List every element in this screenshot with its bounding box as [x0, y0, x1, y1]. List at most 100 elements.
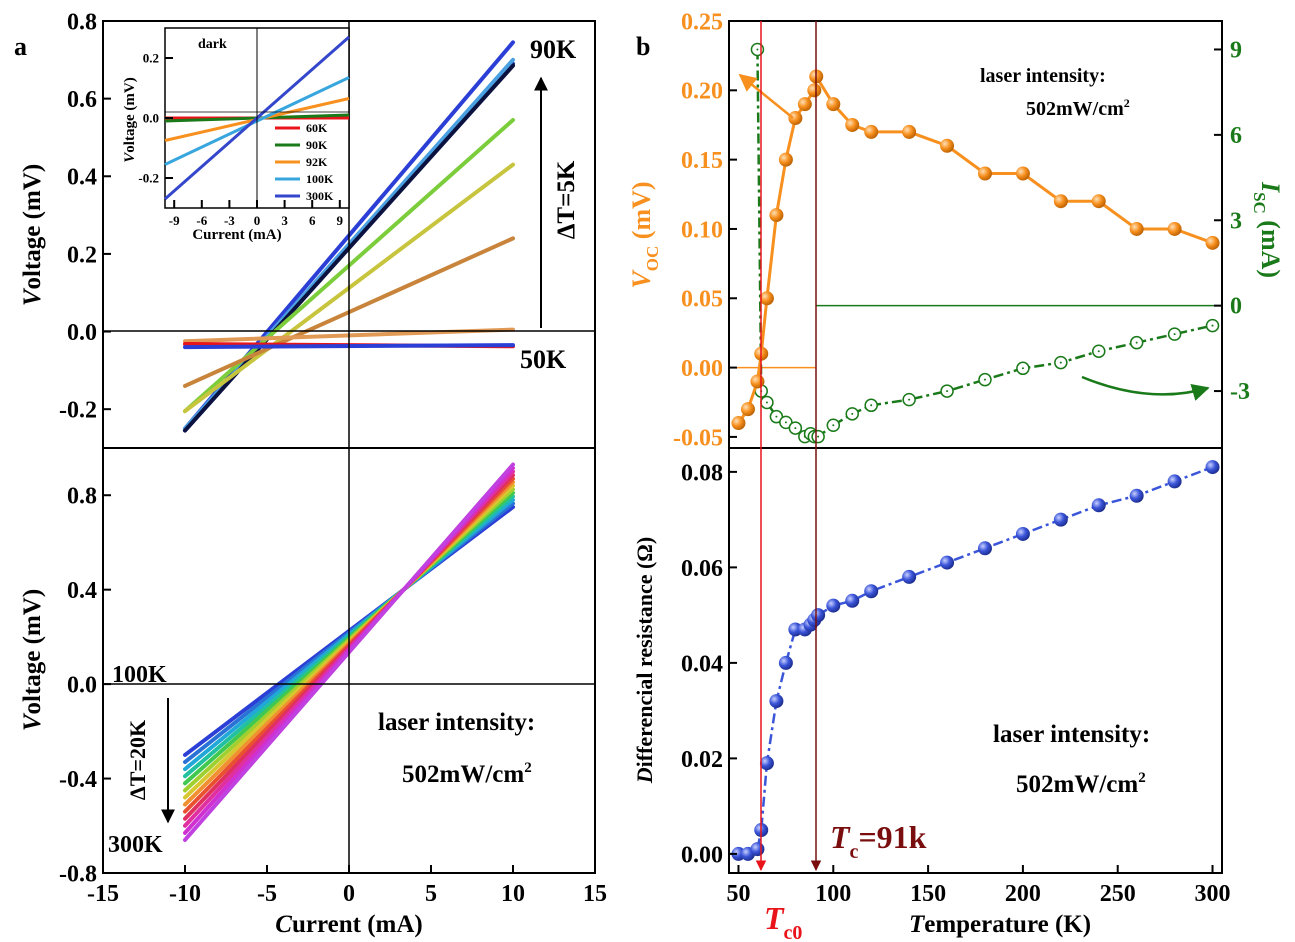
resistance-point	[864, 584, 879, 599]
panel-b-top-ylabel: VOC (mV)	[627, 181, 662, 288]
isc-point-dot	[1097, 350, 1100, 353]
isc-point-dot	[1135, 341, 1138, 344]
inset-legend-label: 92K	[306, 155, 328, 169]
panel-b-bottom-xlabel: Temperature (K)	[909, 911, 1091, 938]
panel-b-top-y2label: ISC (mA)	[1250, 181, 1285, 278]
voc-point	[940, 138, 955, 153]
a-bottom-x-tick-label: -10	[169, 881, 201, 907]
panel-a-bottom-ylabel: Voltage (mV)	[19, 589, 46, 731]
b-top-y-tick-label: 0.10	[681, 217, 723, 243]
resistance-point	[1167, 474, 1182, 489]
voc-point	[864, 124, 879, 139]
isc-point-dot	[1211, 324, 1214, 327]
voc-point	[977, 166, 992, 181]
annotation-100k: 100K	[112, 662, 167, 688]
a-top-y-tick-label: 0.2	[67, 242, 97, 268]
isc-point-dot	[794, 427, 797, 430]
isc-point-dot	[908, 398, 911, 401]
b-top-y-tick-label: 0.05	[681, 287, 723, 313]
inset-x-tick-label: -6	[196, 213, 207, 228]
inset-y-tick-label: -0.2	[138, 171, 159, 186]
b-bottom-y-tick-label: 0.02	[681, 747, 723, 773]
panel-a-bottom-x-ticks: -15 -10 -5 0 5 10 15	[87, 865, 607, 907]
inset-legend-label: 90K	[306, 138, 328, 152]
resistance-point	[1129, 488, 1144, 503]
panel-b-bottom-series-group	[731, 460, 1220, 861]
panel-a-inset-chart: dark -0.20.00.2 -9 -6 -3 0 3 6 9 Current (mA) …	[122, 27, 350, 243]
voc-point	[902, 124, 917, 139]
resistance-point	[1053, 512, 1068, 527]
resistance-point	[902, 569, 917, 584]
isc-point-dot	[784, 421, 787, 424]
resistance-point	[977, 541, 992, 556]
inset-legend-label: 60K	[306, 121, 328, 135]
panel-b-bottom-frame	[728, 447, 1223, 874]
voc-point	[1205, 235, 1220, 250]
isc-point-dot	[946, 390, 949, 393]
laser-label-b-top-line1: laser intensity:	[980, 65, 1106, 87]
panel-a-bottom-xlabel: Current (mA)	[275, 911, 422, 938]
inset-x-tick-label: 3	[281, 213, 288, 228]
b-bottom-x-tick-label: 150	[910, 881, 946, 907]
voc-point	[769, 208, 784, 223]
annotation-300k: 300K	[108, 832, 163, 858]
isc-point-dot	[1059, 361, 1062, 364]
tc-label: Tc=91k	[830, 819, 927, 863]
isc-point-dot	[1173, 333, 1176, 336]
b-bottom-x-tick-label: 300	[1195, 881, 1231, 907]
inset-y-tick-label: 0.2	[143, 51, 159, 66]
b-bottom-y-tick-label: 0.04	[681, 651, 723, 677]
voc-point	[1015, 166, 1030, 181]
inset-y-ticks: -0.2 0.0 0.2	[138, 51, 173, 186]
resistance-point	[769, 694, 784, 709]
inset-x-tick-label: -9	[169, 213, 180, 228]
b-top-y2-tick-label: 3	[1230, 208, 1242, 234]
voc-point	[788, 111, 803, 126]
b-top-y2-tick-label: -3	[1230, 379, 1250, 405]
annotation-delta-t-5k: ΔT=5K	[553, 160, 580, 239]
voc-point	[1053, 194, 1068, 209]
resistance-point	[759, 756, 774, 771]
voc-point	[759, 291, 774, 306]
inset-legend-label: 100K	[306, 172, 334, 186]
b-bottom-x-tick-label: 100	[815, 881, 851, 907]
voc-point	[740, 402, 755, 417]
b-bottom-y-tick-label: 0.06	[681, 556, 723, 582]
a-top-y-tick-label: 0.0	[67, 320, 97, 346]
voc-series-line	[737, 72, 1214, 424]
resistance-point	[1091, 498, 1106, 513]
a-bottom-y-tick-label: -0.8	[59, 861, 97, 887]
a-bottom-y-tick-label: 0.0	[67, 673, 97, 699]
panel-b-top-frame	[728, 20, 1223, 449]
resistance-point	[778, 655, 793, 670]
a-bottom-y-tick-label: 0.4	[67, 578, 97, 604]
inset-y-tick-label: 0.0	[143, 111, 159, 126]
voc-point	[731, 416, 746, 431]
inset-dark-label: dark	[198, 37, 227, 52]
laser-label-a-line1: laser intensity:	[378, 709, 535, 736]
voc-point	[1091, 194, 1106, 209]
inset-xlabel: Current (mA)	[192, 227, 281, 243]
panel-b-top-y-ticks: -0.05 0.00 0.05 0.10 0.15 0.20 0.25	[673, 9, 737, 451]
laser-label-b-bottom-line1: laser intensity:	[993, 721, 1150, 748]
a-bottom-x-tick-label: 15	[583, 881, 607, 907]
a-bottom-x-tick-label: 10	[501, 881, 525, 907]
panel-a-bottom-y-ticks: -0.8 -0.4 0.0 0.4 0.8	[59, 484, 111, 887]
b-top-y-tick-label: 0.20	[681, 79, 723, 105]
annotation-delta-t-20k: ΔT=20K	[125, 720, 150, 800]
voc-point	[826, 97, 841, 112]
panel-b-bottom-chart: 0.00 0.02 0.04 0.06 0.08 50 100 150 200 250 300 T…	[632, 447, 1231, 938]
panel-a-bottom-chart: -0.8 -0.4 0.0 0.4 0.8 -15 -10 -5 0 5 10 15 Current…	[19, 447, 607, 938]
isc-point-dot	[851, 412, 854, 415]
a-bottom-x-tick-label: 5	[425, 881, 437, 907]
panel-a-top-y-ticks: -0.2 0.0 0.2 0.4 0.6 0.8	[59, 9, 111, 424]
resistance-point	[1015, 526, 1030, 541]
b-top-y-tick-label: -0.05	[673, 425, 723, 451]
voc-point	[778, 152, 793, 167]
laser-label-b-bottom-line2: 502mW/cm2	[1016, 770, 1146, 798]
a-bottom-x-tick-label: 0	[343, 881, 355, 907]
panel-b-bottom-ylabel: Differencial resistance (Ω)	[632, 537, 657, 785]
panel-b-bottom-x-ticks: 50 100 150 200 250 300	[726, 865, 1231, 907]
panel-label-b: b	[636, 32, 650, 61]
